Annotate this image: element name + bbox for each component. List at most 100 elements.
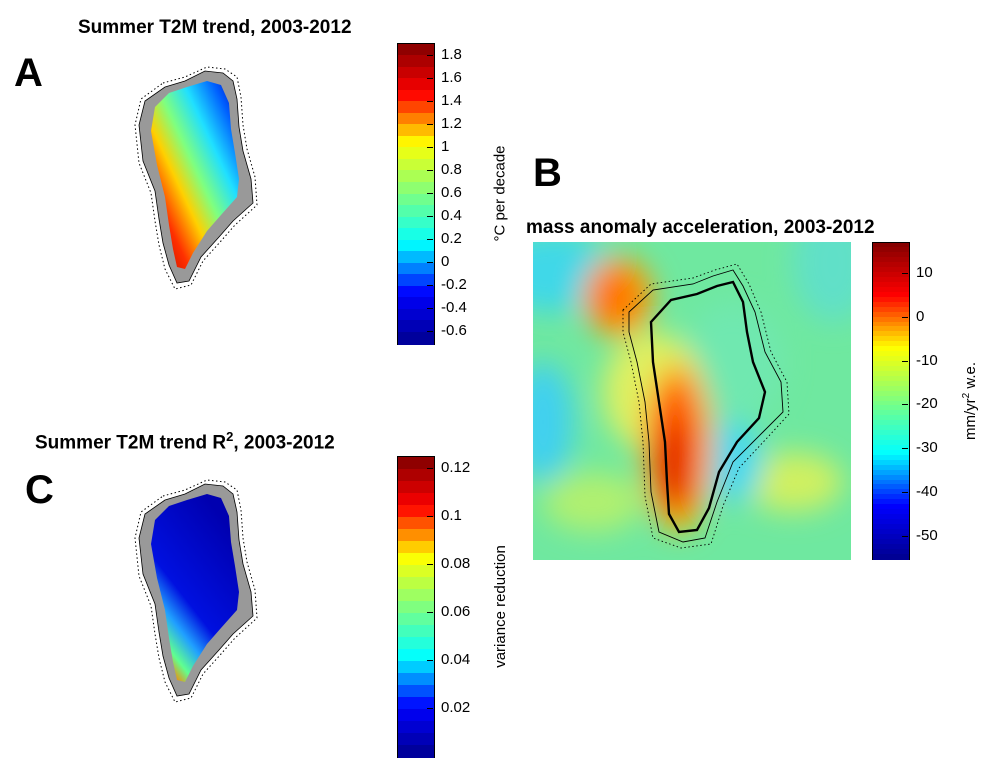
colorbar-step — [873, 401, 909, 406]
colorbar-tick-label: 1 — [441, 137, 450, 155]
colorbar-step — [873, 534, 909, 540]
colorbar-tickmark — [427, 216, 433, 218]
colorbar-tick-label: 0.1 — [441, 507, 462, 524]
panel-b-letter: B — [533, 151, 562, 195]
colorbar-step — [398, 263, 434, 275]
colorbar-tick-label: -40 — [916, 483, 938, 501]
colorbar-tick-label: 0.8 — [441, 160, 462, 178]
colorbar-tick-label: -50 — [916, 527, 938, 545]
colorbar-step — [873, 539, 909, 545]
colorbar-step — [398, 78, 434, 91]
colorbar-step — [398, 113, 434, 125]
panel-a-colorbar — [397, 43, 435, 345]
colorbar-tick-label: -20 — [916, 395, 938, 413]
colorbar-tickmark — [427, 262, 433, 264]
coast-dotted-outline — [134, 479, 258, 703]
colorbar-tick-label: 1.8 — [441, 45, 462, 63]
colorbar-tickmark — [902, 360, 908, 362]
colorbar-step — [398, 320, 434, 333]
ice-sheet-field-a — [151, 81, 239, 269]
colorbar-step — [398, 553, 434, 566]
colorbar-step — [873, 460, 909, 466]
colorbar-step — [398, 745, 434, 758]
colorbar-step — [873, 430, 909, 436]
colorbar-step — [398, 124, 434, 137]
colorbar-step — [398, 332, 434, 345]
colorbar-step — [873, 381, 909, 387]
colorbar-step — [398, 709, 434, 722]
colorbar-step — [873, 376, 909, 382]
colorbar-step — [873, 267, 909, 273]
colorbar-step — [398, 565, 434, 578]
colorbar-tickmark — [902, 448, 908, 450]
colorbar-step — [873, 257, 909, 263]
colorbar-step — [873, 287, 909, 293]
colorbar-step — [398, 228, 434, 241]
colorbar-step — [873, 247, 909, 253]
coastline-dotted — [622, 263, 790, 549]
colorbar-tick-label: -10 — [916, 351, 938, 369]
panel-c-title: Summer T2M trend R2, 2003-2012 — [35, 429, 335, 454]
colorbar-step — [398, 159, 434, 171]
panel-b-colorbar — [872, 242, 910, 560]
colorbar-tickmark — [427, 193, 433, 194]
colorbar-step — [873, 366, 909, 372]
colorbar-step — [873, 455, 909, 461]
colorbar-step — [873, 336, 909, 342]
colorbar-step — [398, 481, 434, 494]
colorbar-tickmark — [427, 564, 433, 565]
panel-b-map — [533, 242, 851, 560]
colorbar-tickmark — [427, 708, 433, 709]
colorbar-step — [873, 386, 909, 392]
colorbar-step — [873, 480, 909, 485]
panel-a-letter: A — [14, 51, 43, 95]
colorbar-step — [398, 55, 434, 68]
colorbar-tickmark — [427, 77, 433, 79]
colorbar-tick-label: 0.06 — [441, 603, 471, 620]
colorbar-step — [398, 67, 434, 79]
colorbar-tickmark — [902, 404, 908, 406]
colorbar-step — [873, 514, 909, 520]
colorbar-tickmark — [427, 516, 433, 517]
colorbar-step — [398, 274, 434, 287]
colorbar-tickmark — [427, 54, 433, 56]
colorbar-tickmark — [427, 169, 433, 171]
ice-sheet-field-c — [151, 494, 239, 682]
colorbar-step — [873, 322, 909, 327]
colorbar-tickmark — [902, 536, 908, 538]
colorbar-step — [398, 649, 434, 662]
colorbar-step — [873, 509, 909, 515]
colorbar-step — [398, 251, 434, 264]
colorbar-tick-label: -0.4 — [441, 299, 467, 317]
colorbar-step — [398, 217, 434, 229]
panel-c-colorbar-label: variance reduction — [491, 544, 509, 668]
colorbar-step — [398, 505, 434, 518]
colorbar-step — [398, 147, 434, 160]
colorbar-step — [398, 529, 434, 542]
colorbar-step — [398, 469, 434, 482]
colorbar-step — [873, 529, 909, 535]
colorbar-step — [398, 194, 434, 206]
colorbar-step — [873, 494, 909, 500]
colorbar-step — [873, 307, 909, 313]
colorbar-step — [398, 493, 434, 506]
coast-dotted-outline — [134, 66, 258, 290]
panel-a-map — [134, 66, 258, 290]
panel-c-letter: C — [25, 468, 54, 512]
colorbar-tickmark — [427, 660, 433, 661]
colorbar-step — [398, 697, 434, 710]
coastline — [138, 483, 254, 697]
colorbar-tickmark — [902, 316, 908, 318]
panel-c-colorbar — [397, 456, 435, 758]
colorbar-step — [873, 361, 909, 367]
colorbar-step — [398, 661, 434, 674]
colorbar-tick-label: 0 — [916, 307, 925, 325]
colorbar-step — [873, 405, 909, 411]
colorbar-step — [398, 44, 434, 56]
panel-c-map — [134, 479, 258, 703]
colorbar-step — [398, 101, 434, 114]
colorbar-step — [873, 351, 909, 357]
panel-a-title: Summer T2M trend, 2003-2012 — [78, 17, 352, 38]
coastline-thin — [628, 269, 784, 543]
colorbar-step — [398, 577, 434, 590]
